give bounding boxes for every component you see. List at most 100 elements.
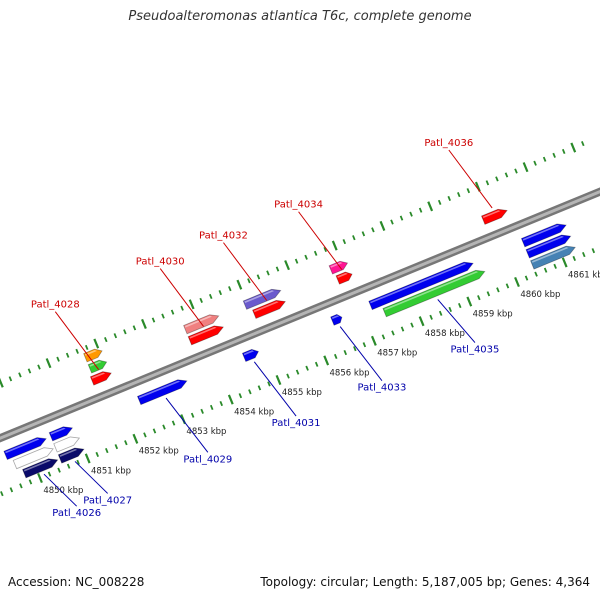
major-tick-bottom [514, 276, 520, 288]
gene-body [3, 437, 47, 461]
kbp-label: 4860 kbp [520, 290, 560, 300]
gene-arrow [57, 447, 85, 464]
gene-body [89, 371, 112, 386]
kbp-label: 4858 kbp [425, 329, 465, 339]
kbp-label: 4861 kbp [568, 270, 600, 280]
gene-label: Patl_4028 [31, 300, 80, 311]
minor-tick-top [180, 305, 184, 311]
minor-tick-bottom [66, 463, 71, 469]
gene-arrow [183, 314, 220, 335]
gene-highlight [522, 224, 560, 241]
gene-arrow [368, 261, 474, 311]
minor-tick-bottom [582, 251, 586, 258]
gene-highlight [243, 350, 255, 356]
gene-highlight [59, 448, 78, 457]
minor-tick-top [37, 364, 41, 370]
minor-tick-bottom [162, 424, 166, 430]
gene-arrow [241, 348, 260, 363]
gene-arrow [525, 234, 572, 259]
minor-tick-top [266, 270, 270, 276]
gene-label-line [54, 311, 100, 370]
minor-tick-top [352, 235, 356, 241]
gene-highlight [91, 372, 106, 379]
minor-tick-top [104, 337, 108, 343]
major-tick-top [0, 377, 4, 388]
gene-arrow [242, 288, 282, 310]
minor-tick-bottom [190, 412, 195, 418]
gene-arrow [83, 348, 103, 363]
gene-body [48, 426, 74, 442]
minor-tick-bottom [238, 393, 243, 399]
gene-arrow [187, 325, 225, 346]
minor-tick-bottom [57, 467, 61, 473]
major-tick-bottom [323, 355, 330, 366]
gene-arrow [530, 245, 576, 270]
minor-tick-top [485, 180, 490, 186]
gene-body [57, 447, 85, 464]
major-tick-bottom [132, 433, 139, 444]
minor-tick-bottom [429, 314, 433, 320]
minor-tick-top [418, 207, 423, 213]
gene-arrow [12, 447, 54, 470]
gene-body [481, 208, 508, 225]
gene-label: Patl_4029 [183, 454, 232, 465]
gene-body [328, 260, 349, 275]
major-tick-bottom [227, 394, 234, 405]
gene-label-line [339, 326, 383, 382]
minor-tick-top [65, 352, 70, 358]
gene-arrow [382, 269, 486, 318]
minor-tick-top [113, 333, 118, 339]
major-tick-top [93, 338, 100, 349]
minor-tick-top [495, 176, 499, 182]
minor-tick-bottom [381, 334, 386, 340]
minor-tick-bottom [219, 400, 224, 407]
minor-tick-bottom [47, 471, 52, 477]
minor-tick-bottom [9, 487, 14, 493]
minor-tick-bottom [209, 404, 214, 411]
major-tick-bottom [275, 374, 282, 386]
minor-tick-top [533, 160, 537, 166]
major-tick-bottom [466, 296, 473, 307]
minor-tick-bottom [505, 283, 510, 289]
gene-highlight [184, 315, 212, 328]
gene-highlight [5, 438, 40, 454]
gene-highlight [84, 350, 97, 356]
minor-tick-bottom [95, 451, 99, 458]
minor-tick-top [170, 309, 175, 315]
minor-tick-bottom [105, 447, 109, 454]
minor-tick-top [161, 313, 165, 319]
gene-arrow [48, 426, 74, 442]
accession-text: Accession: NC_008228 [8, 575, 145, 589]
gene-highlight [527, 235, 564, 252]
minor-tick-top [437, 199, 442, 205]
minor-tick-top [151, 317, 156, 323]
minor-tick-top [8, 376, 13, 382]
gene-arrow [53, 436, 81, 453]
minor-tick-bottom [257, 385, 262, 391]
gene-label: Patl_4031 [272, 418, 321, 429]
minor-tick-top [199, 297, 203, 303]
minor-tick-bottom [591, 248, 596, 254]
minor-tick-bottom [0, 491, 4, 497]
gene-label: Patl_4027 [83, 495, 132, 506]
minor-tick-bottom [486, 291, 491, 297]
gene-label: Patl_4032 [199, 231, 248, 242]
gene-highlight [337, 272, 348, 278]
gene-arrow [89, 371, 112, 386]
minor-tick-top [561, 148, 566, 155]
minor-tick-bottom [553, 263, 557, 269]
kbp-label: 4854 kbp [234, 408, 274, 418]
minor-tick-bottom [477, 295, 481, 301]
gene-body [242, 288, 282, 310]
minor-tick-bottom [572, 255, 576, 262]
gene-arrow [3, 437, 47, 461]
minor-tick-bottom [314, 361, 319, 367]
minor-tick-bottom [286, 373, 290, 379]
gene-highlight [244, 290, 274, 303]
minor-tick-top [84, 344, 89, 351]
gene-arrow [520, 223, 567, 248]
minor-tick-top [208, 293, 213, 300]
gene-body [183, 314, 220, 335]
gene-highlight [384, 271, 479, 311]
